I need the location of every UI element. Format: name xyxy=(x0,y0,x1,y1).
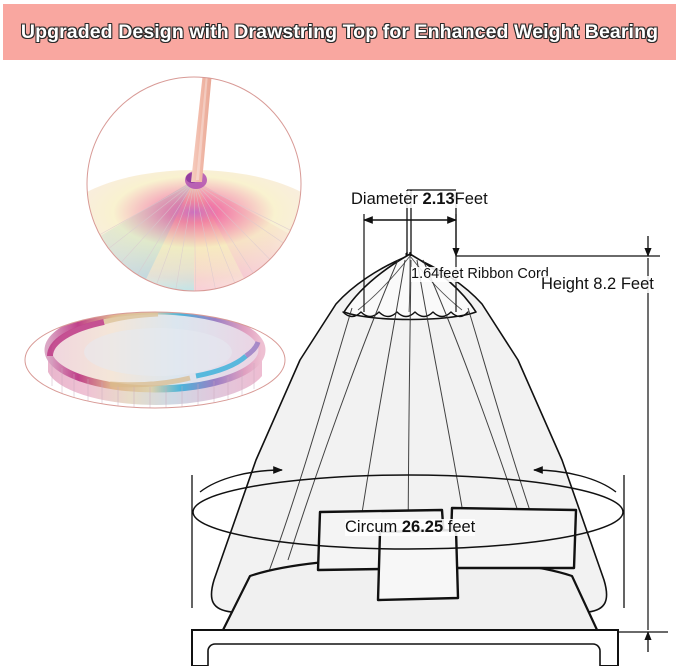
height-suffix: Feet xyxy=(620,275,654,293)
inset-canopy-ring xyxy=(24,311,286,409)
ribbon-cord-label: 1.64feet Ribbon Cord xyxy=(411,266,549,282)
dimension-lines xyxy=(191,189,668,652)
circum-arrow-right xyxy=(533,466,617,493)
circum-value: 26.25 xyxy=(401,518,444,536)
circum-arrow-left xyxy=(199,466,283,493)
diameter-suffix: Feet xyxy=(454,190,488,208)
diameter-label: Diameter 2.13Feet xyxy=(351,191,488,208)
diameter-value: 2.13 xyxy=(422,190,455,208)
circumference-label: Circum 26.25 feet xyxy=(345,518,476,536)
diagram-stage: Diameter 2.13Feet 1.64feet Ribbon Cord H… xyxy=(0,60,679,666)
height-label: Height 8.2 Feet xyxy=(541,276,654,293)
height-value: 8.2 xyxy=(593,275,617,293)
circum-prefix: Circum xyxy=(345,518,398,536)
circum-suffix: feet xyxy=(447,518,476,536)
height-prefix: Height xyxy=(541,275,589,293)
banner-title: Upgraded Design with Drawstring Top for … xyxy=(20,20,659,43)
diameter-prefix: Diameter xyxy=(351,190,418,208)
inset-drawstring-top xyxy=(86,76,302,292)
circumference-ellipse xyxy=(192,474,624,550)
bed-base-frame xyxy=(191,629,619,666)
header-banner: Upgraded Design with Drawstring Top for … xyxy=(3,4,676,60)
canopy-technical-drawing xyxy=(24,76,668,666)
